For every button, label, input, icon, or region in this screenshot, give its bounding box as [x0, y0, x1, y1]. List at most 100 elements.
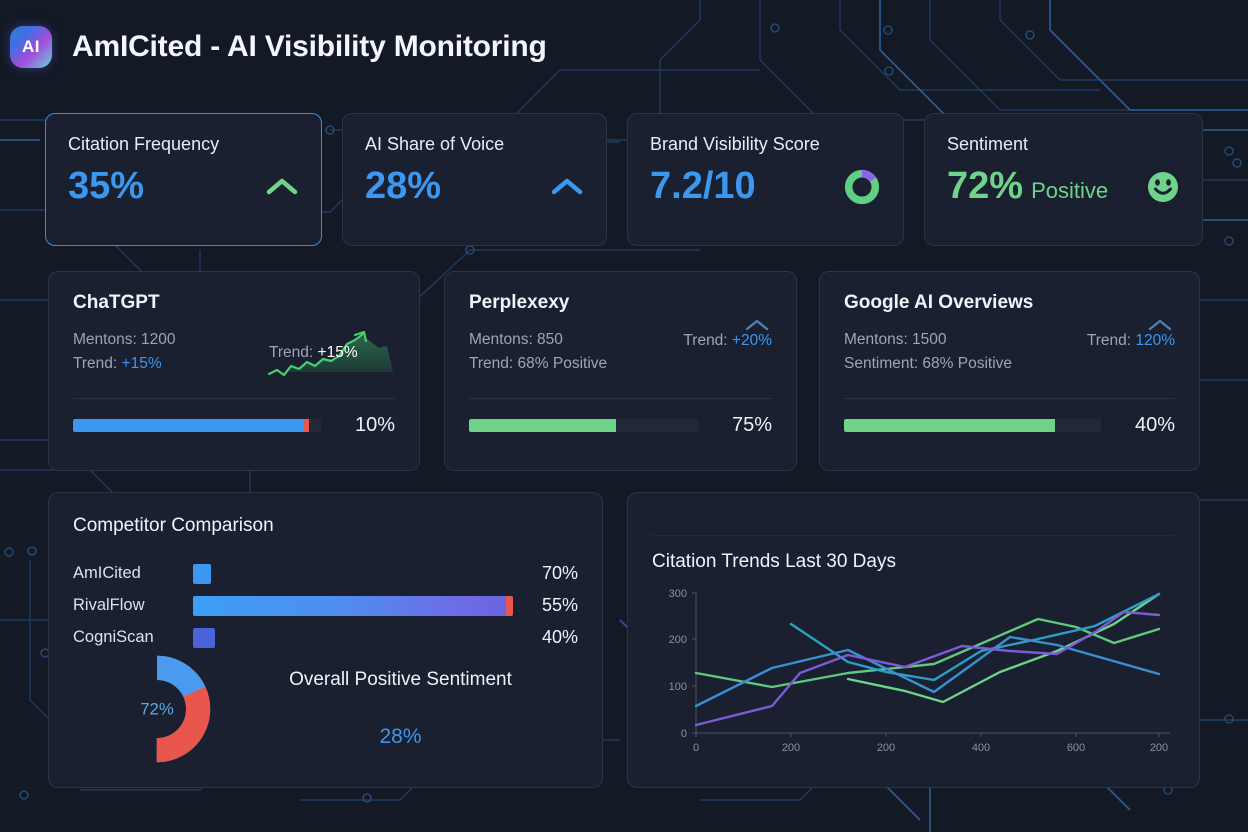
app-logo: AI	[10, 26, 52, 68]
sentiment-donut-chart: 72%	[103, 655, 211, 763]
competitor-name: CogniScan	[73, 627, 154, 646]
kpi-value: 35%	[68, 165, 145, 207]
svg-text:100: 100	[669, 681, 687, 693]
divider	[652, 535, 1175, 536]
chevron-up-icon	[745, 319, 769, 331]
list-item[interactable]: CogniScan 40%	[73, 621, 578, 653]
platform-progress-row: 75%	[469, 414, 772, 437]
competitor-name: AmICited	[73, 563, 141, 582]
competitor-bar-area	[193, 593, 524, 617]
kpi-card-ai-share-of-voice[interactable]: AI Share of Voice 28%	[342, 113, 607, 246]
competitor-bar-area	[193, 561, 524, 585]
svg-text:200: 200	[782, 742, 800, 754]
sentiment-donut-area: 72% Overall Positive Sentiment 28%	[73, 653, 578, 765]
progress-bar-percent: 75%	[731, 414, 772, 436]
progress-bar-fill	[73, 419, 309, 432]
panel-title: Competitor Comparison	[73, 515, 274, 536]
series-blue	[694, 635, 1161, 708]
platform-sentiment: Sentiment: 68% Positive	[844, 355, 1013, 373]
chevron-up-icon	[266, 178, 298, 195]
chart-title: Citation Trends Last 30 Days	[652, 551, 896, 572]
sparkline-trend-text: Trend: +15%	[269, 344, 358, 362]
sentiment-summary: Overall Positive Sentiment 28%	[213, 669, 578, 749]
progress-bar-fill	[469, 419, 616, 432]
list-item[interactable]: RivalFlow 55%	[73, 589, 578, 621]
platform-trend-value: +20%	[731, 332, 772, 349]
platform-trend-value: 120%	[1135, 332, 1175, 349]
platform-name: Perplexexy	[469, 292, 570, 313]
chevron-up-icon	[1148, 319, 1172, 331]
svg-text:0: 0	[693, 742, 699, 754]
competitor-bar	[193, 564, 211, 584]
progress-bar-percent: 10%	[354, 414, 395, 436]
competitor-bar-area	[193, 625, 524, 649]
kpi-label: Brand Visibility Score	[650, 134, 820, 154]
donut-center-label: 72%	[140, 700, 174, 719]
competitor-name: RivalFlow	[73, 595, 145, 614]
x-axis-ticks: 0 200 200 400 600 200	[693, 733, 1168, 754]
series-green	[694, 617, 1161, 689]
sparkline-trend-value: +15%	[317, 344, 358, 361]
progress-bar-track	[73, 419, 321, 432]
kpi-card-sentiment[interactable]: Sentiment 72% Positive	[924, 113, 1203, 246]
chevron-up-icon	[551, 178, 583, 195]
svg-text:200: 200	[669, 634, 687, 646]
citation-trends-line-chart: 0 100 200 300 0 200 200 400	[669, 588, 1170, 754]
competitor-percent: 70%	[541, 562, 578, 583]
kpi-label: Sentiment	[947, 134, 1029, 154]
platform-name: ChaTGPT	[73, 292, 160, 313]
platform-name: Google AI Overviews	[844, 292, 1034, 313]
divider	[469, 398, 772, 399]
kpi-label: AI Share of Voice	[365, 134, 505, 154]
kpi-value: 28%	[365, 165, 442, 207]
platform-trend-label: Trend:	[683, 332, 732, 349]
platform-sentiment: Trend: 68% Positive	[469, 355, 608, 373]
platform-trend: Trend: +15%	[73, 352, 176, 376]
sentiment-caption: Overall Positive Sentiment	[289, 669, 512, 690]
competitor-percent: 40%	[541, 626, 578, 647]
kpi-value: 7.2/10	[650, 165, 756, 207]
competitor-comparison-panel: Competitor Comparison AmICited 70% Rival…	[48, 492, 603, 788]
competitor-bar-tip	[506, 596, 513, 616]
progress-bar-track	[844, 419, 1101, 432]
app-header: AI AmICited - AI Visibility Monitoring	[10, 26, 547, 68]
citation-trends-panel: Citation Trends Last 30 Days 0 100 200 3…	[627, 492, 1200, 788]
sparkline-trend-label: Trend:	[269, 344, 314, 361]
sentiment-sub-value: 28%	[379, 725, 422, 748]
svg-text:200: 200	[877, 742, 895, 754]
competitor-list: AmICited 70% RivalFlow 55%	[73, 557, 578, 653]
competitor-percent: 55%	[541, 594, 578, 615]
divider	[73, 398, 395, 399]
y-axis-ticks: 0 100 200 300	[669, 588, 696, 740]
list-item[interactable]: AmICited 70%	[73, 557, 578, 589]
platform-mentions: Mentons: 1200	[73, 331, 176, 348]
svg-text:0: 0	[681, 728, 687, 740]
kpi-value-suffix: Positive	[1031, 178, 1109, 203]
platform-mentions: Mentons: 1500	[844, 331, 947, 348]
svg-text:400: 400	[972, 742, 990, 754]
platform-progress-row: 10%	[73, 414, 395, 437]
platform-progress-row: 40%	[844, 414, 1175, 437]
page-title: AmICited - AI Visibility Monitoring	[72, 30, 547, 63]
platform-card-perplexity[interactable]: Perplexexy Mentons: 850 Trend: 68% Posit…	[444, 271, 797, 471]
progress-bar-percent: 40%	[1134, 414, 1175, 436]
progress-bar-tip	[303, 419, 309, 432]
smiley-icon	[1148, 171, 1178, 202]
progress-bar-track	[469, 419, 698, 432]
kpi-card-citation-frequency[interactable]: Citation Frequency 35%	[45, 113, 322, 246]
kpi-card-brand-visibility-score[interactable]: Brand Visibility Score 7.2/10	[627, 113, 904, 246]
platform-trend: Trend: +20%	[683, 332, 772, 350]
sparkline-chart: Trend: +15%	[267, 328, 395, 384]
kpi-label: Citation Frequency	[68, 134, 220, 154]
platform-trend: Trend: 120%	[1087, 332, 1175, 350]
platform-card-chatgpt[interactable]: ChaTGPT Mentons: 1200 Trend: +15%	[48, 271, 420, 471]
platform-card-google-ai-overviews[interactable]: Google AI Overviews Mentons: 1500 Sentim…	[819, 271, 1200, 471]
platform-trend-label: Trend:	[73, 355, 122, 373]
series-purple	[694, 610, 1161, 727]
platform-trend-value: +15%	[121, 355, 162, 373]
platform-trend-label: Trend:	[1086, 332, 1136, 349]
platform-mentions: Mentons: 850	[469, 331, 563, 348]
svg-text:600: 600	[1067, 742, 1085, 754]
competitor-bar	[193, 596, 513, 616]
